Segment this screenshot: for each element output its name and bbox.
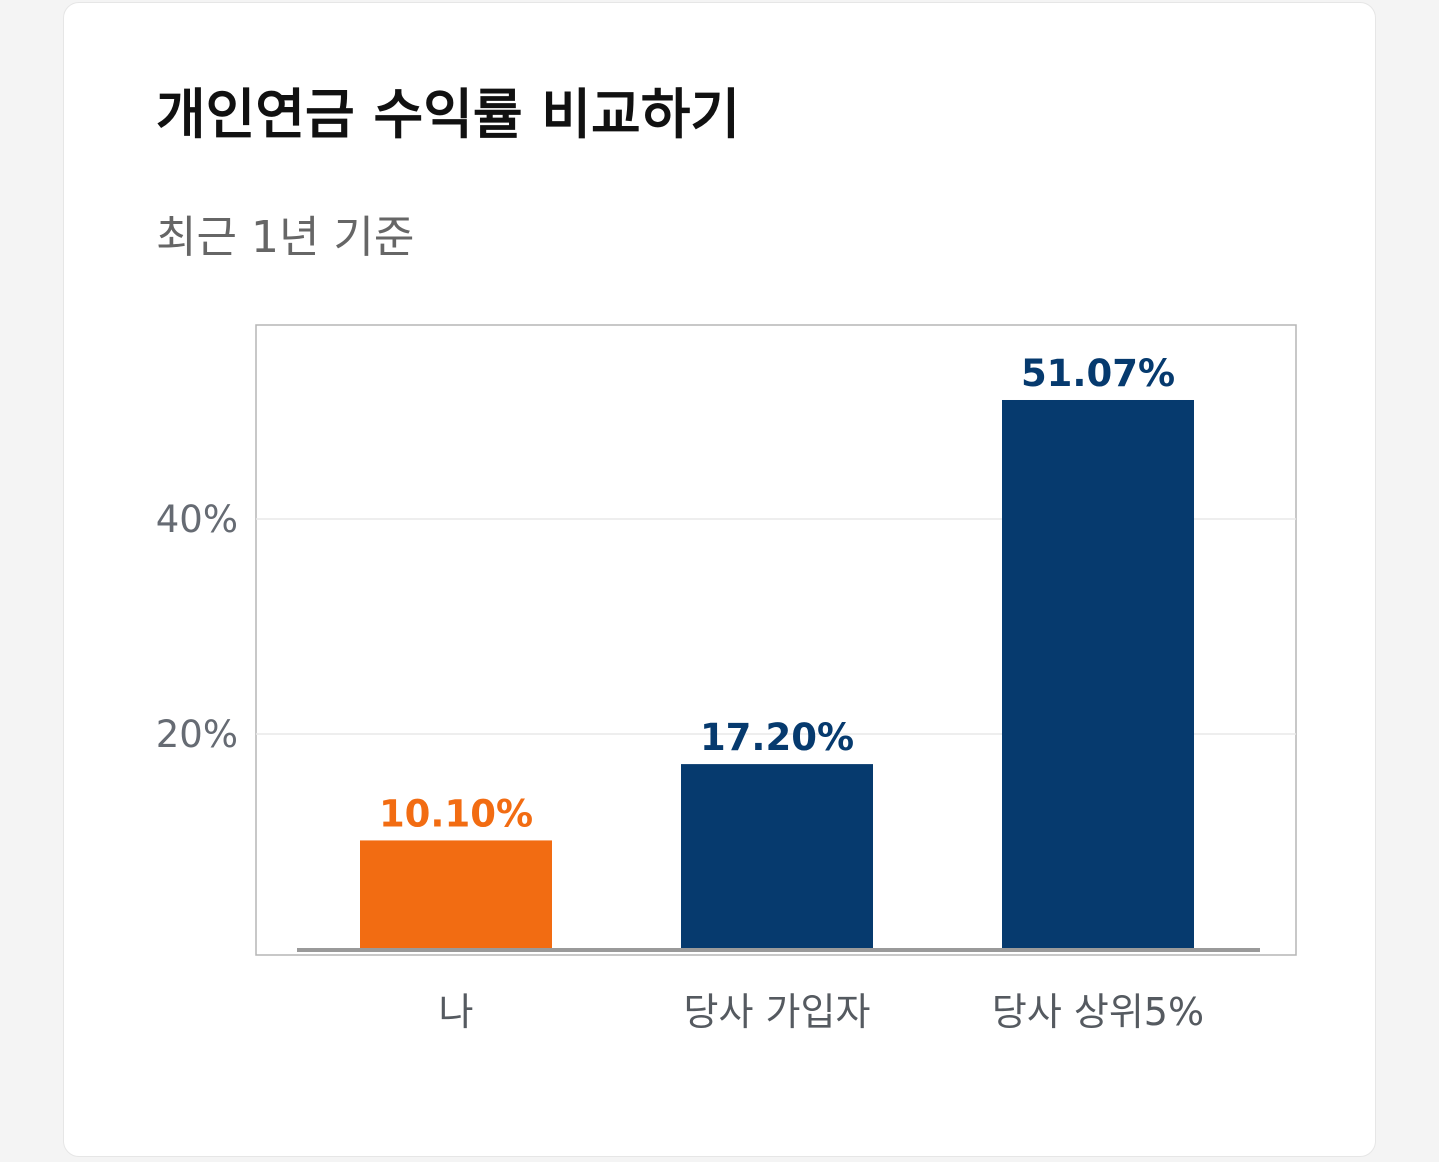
page-subtitle: 최근 1년 기준 xyxy=(156,212,415,263)
data-label-1: 10.10% xyxy=(379,792,533,835)
data-label-3: 51.07% xyxy=(1021,352,1175,395)
bar-1 xyxy=(360,840,552,949)
data-label-2: 17.20% xyxy=(700,716,854,759)
y-tick-label-20: 20% xyxy=(156,713,238,756)
y-tick-label-40: 40% xyxy=(156,498,238,541)
category-label-3: 당사 상위5% xyxy=(992,990,1204,1034)
plot-frame xyxy=(255,324,1297,956)
page-title: 개인연금 수익률 비교하기 xyxy=(156,83,741,146)
category-label-2: 당사 가입자 xyxy=(684,990,871,1034)
category-label-1: 나 xyxy=(439,990,474,1034)
bar-3 xyxy=(1002,399,1194,949)
bar-2 xyxy=(681,764,873,949)
